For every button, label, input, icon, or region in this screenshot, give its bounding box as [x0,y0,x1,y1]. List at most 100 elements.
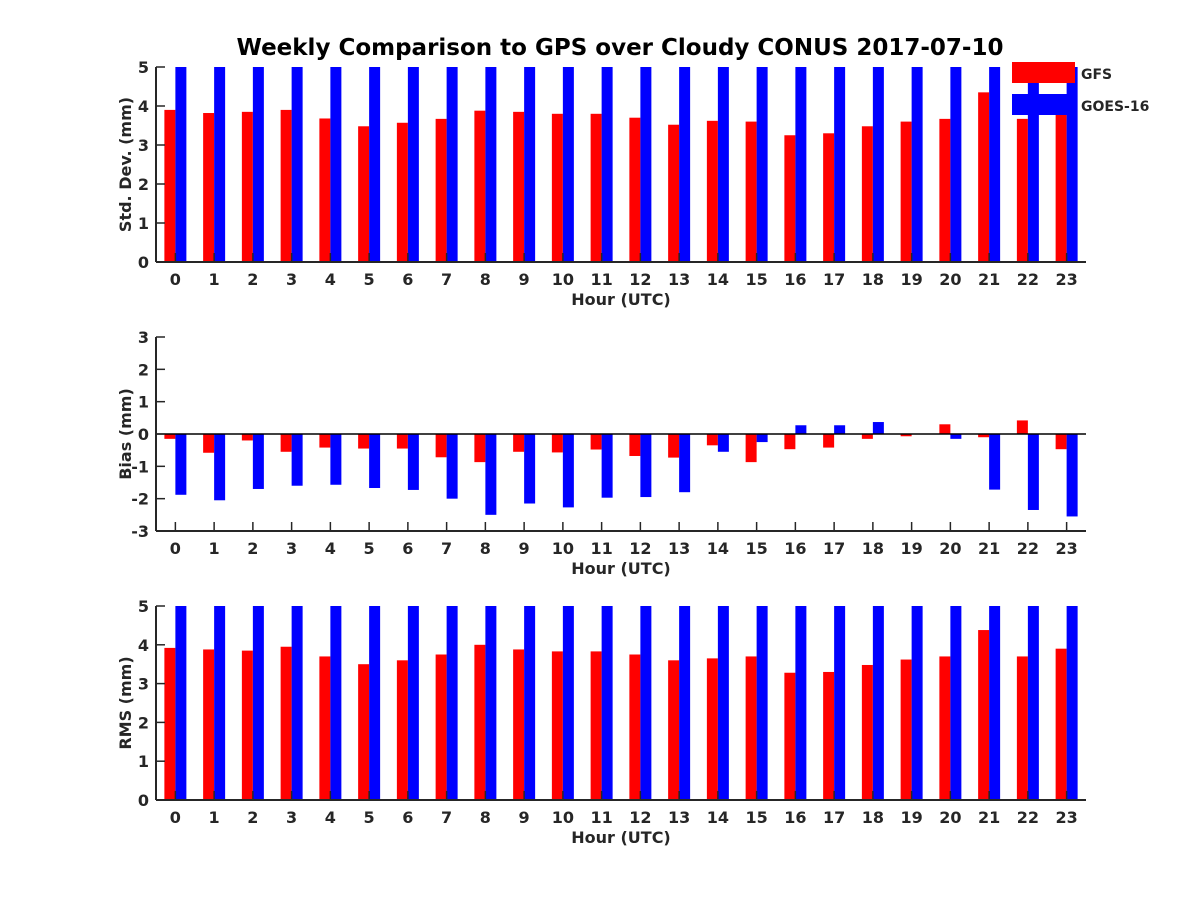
bar-gfs-9 [513,111,525,262]
bar-gfs-2 [241,111,253,262]
bar-gfs-10 [551,434,563,453]
bar-goes-16-13 [679,67,691,262]
bar-goes-16-7 [446,67,458,262]
x-tick-label: 22 [1017,539,1039,558]
bar-goes-16-15 [756,606,768,800]
bar-goes-16-10 [562,606,574,800]
x-tick-label: 6 [402,270,413,289]
bar-goes-16-17 [834,606,846,800]
bar-gfs-20 [939,656,951,800]
x-tick-label: 2 [247,270,258,289]
x-tick-label: 11 [590,808,612,827]
bar-goes-16-7 [446,434,458,499]
bar-gfs-13 [668,124,680,262]
x-tick-label: 2 [247,808,258,827]
bar-gfs-2 [241,650,253,800]
bar-gfs-8 [474,644,486,800]
bar-gfs-5 [358,434,370,449]
bar-gfs-1 [203,434,215,453]
bar-gfs-20 [939,118,951,262]
x-tick-label: 19 [900,539,922,558]
x-tick-label: 21 [978,808,1000,827]
x-axis-label: Hour (UTC) [571,290,671,309]
bar-goes-16-14 [717,606,729,800]
y-tick-label: 0 [138,425,149,444]
bar-gfs-8 [474,110,486,262]
bar-goes-16-16 [795,606,807,800]
x-tick-label: 17 [823,539,845,558]
y-axis-label: Std. Dev. (mm) [116,97,135,232]
x-tick-label: 13 [668,808,690,827]
bar-goes-16-11 [601,606,613,800]
x-tick-label: 21 [978,270,1000,289]
bar-goes-16-17 [834,67,846,262]
x-tick-label: 1 [209,539,220,558]
x-tick-label: 15 [745,808,767,827]
x-tick-label: 8 [480,808,491,827]
bar-gfs-0 [164,434,176,439]
bars-rms [164,606,1078,800]
x-tick-label: 22 [1017,270,1039,289]
bars-bias [164,420,1078,517]
x-tick-label: 14 [707,539,729,558]
bar-gfs-2 [241,434,253,441]
bar-gfs-4 [319,434,331,448]
bar-gfs-21 [978,434,990,438]
bar-gfs-1 [203,113,215,262]
bar-gfs-7 [435,118,447,262]
x-tick-label: 11 [590,539,612,558]
y-tick-label: 1 [138,393,149,412]
bar-gfs-11 [590,113,602,262]
bar-goes-16-23 [1066,606,1078,800]
bar-gfs-18 [861,664,873,800]
bar-goes-16-14 [717,434,729,452]
bar-gfs-15 [745,656,757,800]
bar-goes-16-22 [1027,434,1039,510]
bar-gfs-21 [978,630,990,800]
x-tick-label: 16 [784,808,806,827]
bar-goes-16-21 [989,606,1001,800]
bar-gfs-17 [823,434,835,448]
x-tick-label: 22 [1017,808,1039,827]
bar-goes-16-17 [834,425,846,434]
y-tick-label: 4 [138,636,149,655]
x-tick-label: 12 [629,270,651,289]
x-tick-label: 6 [402,808,413,827]
x-axis-label: Hour (UTC) [571,828,671,847]
bar-goes-16-22 [1027,606,1039,800]
x-axis-label: Hour (UTC) [571,559,671,578]
bar-gfs-7 [435,434,447,458]
bar-gfs-0 [164,109,176,262]
y-tick-label: 3 [138,328,149,347]
bar-goes-16-16 [795,425,807,434]
bar-gfs-13 [668,660,680,800]
bar-gfs-19 [900,434,912,437]
x-tick-label: 16 [784,270,806,289]
bar-goes-16-1 [214,434,226,501]
bar-goes-16-5 [369,434,381,488]
bar-goes-16-8 [485,434,497,515]
bar-gfs-23 [1055,648,1067,800]
bar-gfs-15 [745,434,757,463]
x-tick-label: 18 [862,808,884,827]
x-tick-label: 14 [707,808,729,827]
bar-gfs-8 [474,434,486,463]
x-tick-label: 0 [170,808,181,827]
bar-gfs-16 [784,135,796,262]
bar-goes-16-13 [679,434,691,493]
bar-gfs-6 [396,434,408,449]
bar-goes-16-10 [562,434,574,508]
bar-gfs-23 [1055,434,1067,450]
x-tick-label: 12 [629,808,651,827]
bar-gfs-22 [1016,656,1028,800]
x-tick-label: 9 [519,808,530,827]
bar-goes-16-9 [524,67,536,262]
bar-gfs-14 [706,120,718,262]
y-tick-label: 3 [138,136,149,155]
bar-goes-16-23 [1066,67,1078,262]
bar-gfs-1 [203,649,215,800]
x-tick-label: 10 [552,270,574,289]
bar-gfs-11 [590,434,602,450]
